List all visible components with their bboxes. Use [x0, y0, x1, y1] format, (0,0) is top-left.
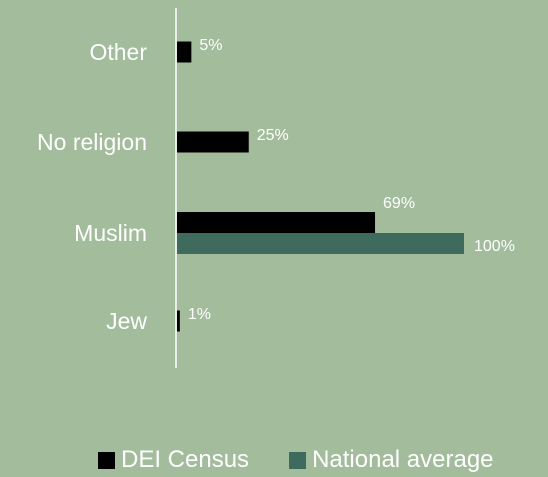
category-label-other: Other: [89, 39, 147, 65]
category-label-jew: Jew: [106, 308, 147, 334]
category-labels: Other No religion Muslim Jew: [37, 39, 147, 334]
data-label-national-average-muslim: 100%: [474, 238, 515, 255]
data-labels: 5% 25% 69% 100% 1%: [188, 37, 515, 323]
data-label-dei-census-no-religion: 25%: [257, 127, 289, 144]
category-label-no-religion: No religion: [37, 129, 147, 155]
legend-item-national-average: National average: [289, 446, 494, 474]
bar-dei-census-jew: [177, 310, 180, 332]
bar-dei-census-muslim: [177, 212, 376, 233]
legend-label-national-average: National average: [312, 446, 494, 473]
legend-item-dei-census: DEI Census: [98, 446, 249, 474]
legend: DEI Census National average: [98, 446, 494, 474]
data-label-dei-census-other: 5%: [199, 37, 222, 54]
data-label-dei-census-jew: 1%: [188, 306, 211, 323]
category-label-muslim: Muslim: [74, 220, 147, 246]
legend-label-dei-census: DEI Census: [121, 446, 250, 473]
bar-dei-census-no-religion: [177, 131, 249, 153]
bar-national-average-muslim: [177, 233, 464, 254]
data-label-dei-census-muslim: 69%: [383, 195, 415, 212]
legend-swatch-national-average: [289, 451, 307, 469]
legend-swatch-dei-census: [98, 451, 115, 469]
bars: [177, 41, 464, 332]
bar-dei-census-other: [177, 41, 192, 63]
bar-chart: Other No religion Muslim Jew 5% 25% 69% 100% 1%: [37, 8, 515, 368]
